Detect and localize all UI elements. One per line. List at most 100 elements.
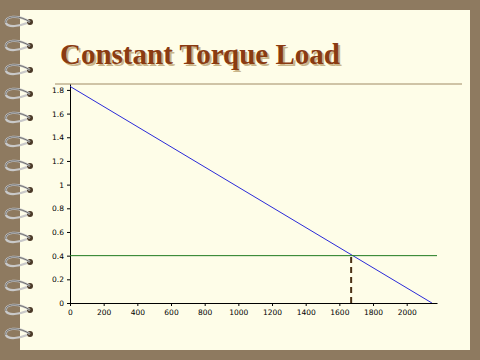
binding-ring-shade — [6, 41, 30, 47]
x-tick-mark — [104, 303, 105, 306]
title-rule — [55, 84, 462, 85]
x-tick: 1200 — [263, 303, 282, 317]
x-tick-label: 1200 — [263, 308, 282, 317]
y-tick-label: 1.2 — [52, 157, 64, 166]
x-tick-mark — [407, 303, 408, 306]
x-tick-label: 1800 — [364, 308, 383, 317]
y-tick-label: 0.2 — [52, 275, 64, 284]
x-tick: 800 — [198, 303, 213, 317]
binding-ring-shade — [6, 209, 30, 215]
x-tick-label: 400 — [131, 308, 146, 317]
y-axis: 0 0.2 0.4 0.6 0.8 1 1.2 1.4 1.6 1.8 — [52, 85, 70, 308]
x-tick-mark — [373, 303, 374, 306]
binding-ring — [6, 137, 30, 146]
x-tick-label: 200 — [97, 308, 112, 317]
y-tick-label: 0 — [59, 299, 64, 308]
y-tick: 1.2 — [52, 157, 70, 166]
binding-ring — [6, 41, 30, 50]
binding-ring-shade — [6, 185, 30, 191]
y-tick-mark — [67, 232, 70, 233]
y-tick-mark — [67, 114, 70, 115]
x-tick-mark — [205, 303, 206, 306]
binding-ring — [6, 329, 30, 338]
binding-ring-shade — [6, 305, 30, 311]
series-line — [70, 255, 437, 256]
binding-ring-shade — [6, 89, 30, 95]
y-axis-line — [70, 85, 71, 304]
binding-ring-shade — [6, 161, 30, 167]
y-tick-mark — [67, 137, 70, 138]
y-tick-label: 0.4 — [52, 252, 64, 261]
binding-ring — [6, 257, 30, 266]
binding-ring — [6, 185, 30, 194]
y-tick-label: 1.6 — [52, 109, 64, 118]
y-tick: 0.4 — [52, 252, 70, 261]
spiral-binding — [6, 17, 33, 338]
x-tick: 0 — [68, 303, 73, 317]
binding-ring — [6, 281, 30, 290]
x-tick: 400 — [131, 303, 146, 317]
x-tick-mark — [272, 303, 273, 306]
x-tick-label: 600 — [164, 308, 179, 317]
x-tick: 600 — [164, 303, 179, 317]
y-tick: 1.6 — [52, 109, 70, 118]
x-tick-mark — [171, 303, 172, 306]
y-tick-mark — [67, 208, 70, 209]
y-tick: 0.2 — [52, 275, 70, 284]
x-tick-label: 800 — [198, 308, 213, 317]
binding-ring — [6, 305, 30, 314]
x-tick: 1800 — [364, 303, 383, 317]
x-tick-mark — [137, 303, 138, 306]
y-tick-label: 0.8 — [52, 204, 64, 213]
binding-ring — [6, 161, 30, 170]
binding-ring — [6, 233, 30, 242]
y-tick: 1 — [59, 181, 70, 190]
binding-ring-shade — [6, 113, 30, 119]
y-tick-mark — [67, 279, 70, 280]
y-tick-mark — [67, 303, 70, 304]
y-tick: 0.8 — [52, 204, 70, 213]
y-tick-mark — [67, 185, 70, 186]
x-tick-label: 0 — [68, 308, 73, 317]
y-tick-label: 1.8 — [52, 86, 64, 95]
dashed-line — [350, 256, 352, 303]
x-tick: 2000 — [398, 303, 417, 317]
binding-ring-shade — [6, 281, 30, 287]
x-tick-label: 1000 — [229, 308, 248, 317]
binding-ring — [6, 65, 30, 74]
binding-ring-shade — [6, 233, 30, 239]
slide: Constant Torque LoadConstant Torque Load… — [0, 0, 480, 360]
binding-ring-shade — [6, 65, 30, 71]
x-tick-label: 2000 — [398, 308, 417, 317]
series-line — [70, 86, 432, 303]
x-tick-label: 1600 — [330, 308, 349, 317]
y-tick-label: 1 — [59, 181, 64, 190]
binding-ring-shade — [6, 329, 30, 335]
x-tick: 1400 — [297, 303, 316, 317]
y-tick: 1.4 — [52, 133, 70, 142]
plot-area — [70, 86, 437, 303]
slide-border — [0, 0, 480, 360]
binding-ring — [6, 209, 30, 218]
y-tick: 1.8 — [52, 86, 70, 95]
y-tick-label: 1.4 — [52, 133, 64, 142]
slide-background — [20, 10, 470, 350]
x-axis: 0 200 400 600 800 1000 1200 1400 1600 1800 2000 — [68, 303, 437, 317]
y-tick-mark — [67, 256, 70, 257]
y-tick-mark — [67, 161, 70, 162]
x-tick: 1600 — [330, 303, 349, 317]
y-tick: 0 — [59, 299, 70, 308]
binding-ring — [6, 89, 30, 98]
x-axis-line — [71, 303, 438, 304]
x-tick: 200 — [97, 303, 112, 317]
y-tick-label: 0.6 — [52, 228, 64, 237]
binding-ring — [6, 17, 30, 26]
binding-ring-shade — [6, 257, 30, 263]
x-tick-mark — [306, 303, 307, 306]
y-tick-mark — [67, 90, 70, 91]
title: Constant Torque Load — [60, 38, 340, 70]
binding-ring-shade — [6, 137, 30, 143]
x-tick-label: 1400 — [297, 308, 316, 317]
binding-ring-shade — [6, 17, 30, 23]
x-tick: 1000 — [229, 303, 248, 317]
